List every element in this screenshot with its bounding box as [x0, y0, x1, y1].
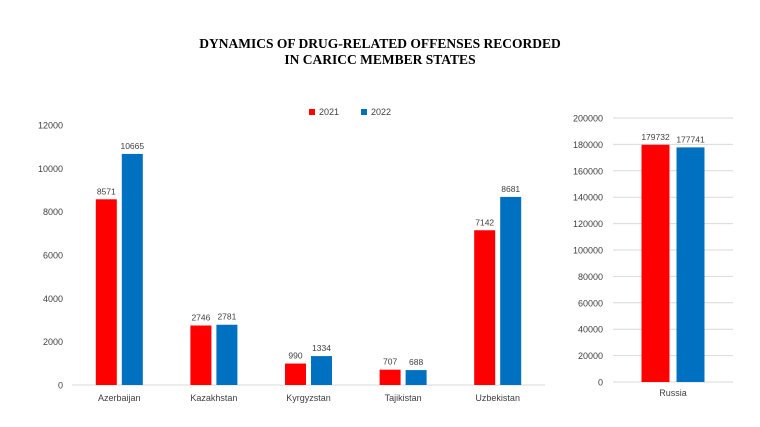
data-label-uzbekistan-2021: 7142 [475, 217, 494, 227]
bar-tajikistan-2022 [405, 370, 427, 385]
bar-tajikistan-2021 [379, 369, 401, 385]
chart-title-line-2: IN CARICC MEMBER STATES [284, 52, 476, 67]
category-label-azerbaijan: Azerbaijan [98, 393, 141, 403]
data-label-uzbekistan-2022: 8681 [501, 184, 520, 194]
y-tick-label-0-1: 2000 [43, 337, 63, 347]
bar-azerbaijan-2021 [95, 199, 117, 385]
y-tick-label-1-8: 160000 [573, 166, 603, 176]
category-label-uzbekistan: Uzbekistan [475, 393, 520, 403]
data-label-russia-2022: 177741 [676, 134, 705, 144]
y-tick-label-1-9: 180000 [573, 140, 603, 150]
y-tick-label-1-10: 200000 [573, 114, 603, 124]
y-tick-label-1-2: 40000 [578, 325, 603, 335]
y-tick-label-1-0: 0 [598, 378, 603, 388]
legend-swatch-2022 [361, 109, 367, 115]
bar-russia-2021 [641, 144, 670, 382]
bar-kazakhstan-2022 [216, 324, 238, 385]
y-tick-label-1-1: 20000 [578, 351, 603, 361]
bar-uzbekistan-2021 [474, 230, 496, 385]
y-tick-label-0-2: 4000 [43, 294, 63, 304]
bar-kazakhstan-2021 [190, 325, 212, 385]
data-label-kazakhstan-2021: 2746 [191, 313, 210, 323]
data-label-azerbaijan-2022: 10665 [120, 141, 144, 151]
bar-uzbekistan-2022 [500, 196, 522, 385]
data-label-kyrgyzstan-2021: 990 [288, 351, 302, 361]
data-label-tajikistan-2022: 688 [409, 357, 423, 367]
data-label-tajikistan-2021: 707 [383, 357, 397, 367]
data-label-azerbaijan-2021: 8571 [97, 186, 116, 196]
y-tick-label-1-5: 100000 [573, 246, 603, 256]
chart-title: DYNAMICS OF DRUG-RELATED OFFENSES RECORD… [0, 36, 760, 68]
y-tick-label-1-6: 120000 [573, 219, 603, 229]
y-tick-label-1-7: 140000 [573, 193, 603, 203]
legend-label-2021: 2021 [319, 107, 339, 117]
bar-azerbaijan-2022 [121, 153, 143, 385]
y-tick-label-0-0: 0 [58, 381, 63, 391]
data-label-kyrgyzstan-2022: 1334 [312, 343, 331, 353]
category-label-kazakhstan: Kazakhstan [190, 393, 237, 403]
y-tick-label-0-5: 10000 [38, 164, 63, 174]
y-tick-label-0-4: 8000 [43, 207, 63, 217]
category-label-kyrgyzstan: Kyrgyzstan [286, 393, 331, 403]
chart-title-line-1: DYNAMICS OF DRUG-RELATED OFFENSES RECORD… [199, 36, 561, 51]
category-label-russia: Russia [659, 388, 687, 398]
legend-swatch-2021 [309, 109, 315, 115]
legend-label-2022: 2022 [371, 107, 391, 117]
y-tick-label-1-4: 80000 [578, 272, 603, 282]
y-tick-label-0-6: 12000 [38, 121, 63, 131]
category-label-tajikistan: Tajikistan [385, 393, 422, 403]
bar-kyrgyzstan-2021 [285, 363, 306, 385]
data-label-russia-2021: 179732 [641, 132, 670, 142]
bar-russia-2022 [676, 147, 705, 382]
y-tick-label-1-3: 60000 [578, 298, 603, 308]
data-label-kazakhstan-2022: 2781 [217, 312, 236, 322]
bar-kyrgyzstan-2022 [311, 356, 332, 385]
y-tick-label-0-3: 6000 [43, 251, 63, 261]
